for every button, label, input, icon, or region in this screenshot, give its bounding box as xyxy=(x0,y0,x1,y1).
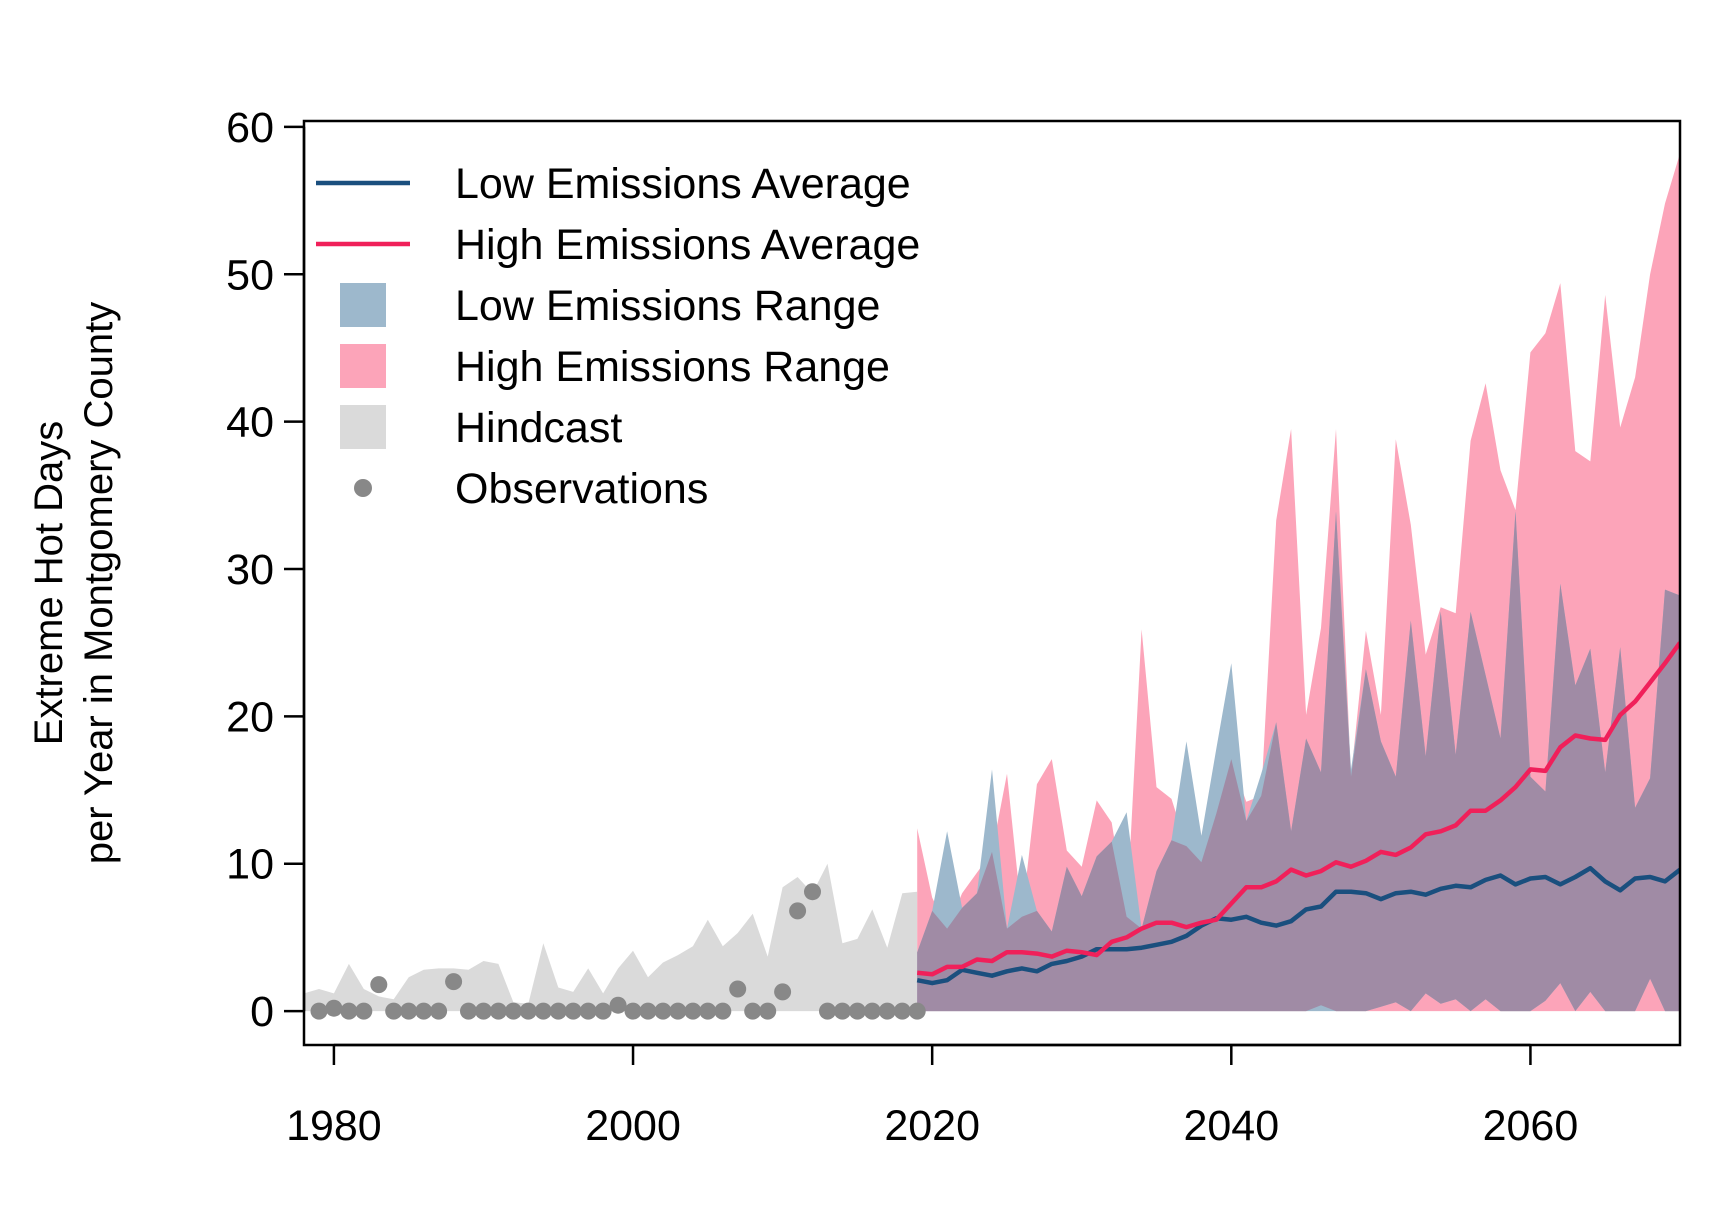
legend-fill-key xyxy=(340,405,386,449)
legend: Low Emissions Average High Emissions Aver… xyxy=(316,160,920,513)
observation-point xyxy=(624,1002,642,1020)
x-tick-label: 2060 xyxy=(1483,1102,1579,1150)
observation-point xyxy=(594,1002,612,1020)
legend-label: Observations xyxy=(455,465,708,513)
legend-label: Low Emissions Range xyxy=(455,282,880,330)
observation-point xyxy=(774,983,792,1001)
x-tick-label: 2000 xyxy=(585,1102,681,1150)
legend-item: Low Emissions Range xyxy=(340,282,880,330)
legend-point-key xyxy=(354,479,372,497)
observation-point xyxy=(863,1002,881,1020)
observation-point xyxy=(878,1002,896,1020)
observation-point xyxy=(579,1002,597,1020)
observation-point xyxy=(654,1002,672,1020)
observation-point xyxy=(340,1002,358,1020)
observation-point xyxy=(475,1002,492,1020)
observation-point xyxy=(370,976,388,994)
observation-point xyxy=(460,1002,477,1020)
range-overlap-area xyxy=(917,511,1680,1012)
legend-item: Hindcast xyxy=(340,404,622,452)
observation-points xyxy=(310,883,926,1020)
observation-point xyxy=(729,980,747,998)
observation-point xyxy=(789,902,807,920)
legend-item: Observations xyxy=(354,465,708,513)
observation-point xyxy=(549,1002,567,1020)
observation-point xyxy=(325,999,343,1017)
observation-point xyxy=(355,1002,373,1020)
y-tick-label: 30 xyxy=(226,546,274,594)
observation-point xyxy=(833,1002,851,1020)
y-axis-title: Extreme Hot Days per Year in Montgomery … xyxy=(27,302,121,865)
observation-point xyxy=(489,1002,507,1020)
observation-point xyxy=(400,1002,418,1020)
average-lines xyxy=(916,641,1680,986)
legend-item: Low Emissions Average xyxy=(316,160,911,208)
observation-point xyxy=(699,1002,717,1020)
observation-point xyxy=(609,996,627,1014)
legend-item: High Emissions Range xyxy=(340,343,890,391)
observation-point xyxy=(848,1002,866,1020)
observation-point xyxy=(893,1002,911,1020)
observation-point xyxy=(564,1002,582,1020)
observation-point xyxy=(639,1002,657,1020)
legend-label: High Emissions Range xyxy=(455,343,890,391)
x-tick-label: 2040 xyxy=(1183,1102,1279,1150)
observation-point xyxy=(759,1002,777,1020)
legend-label: Low Emissions Average xyxy=(455,160,911,208)
observation-point xyxy=(534,1002,552,1020)
y-axis-title-line-2: per Year in Montgomery County xyxy=(77,302,121,865)
observation-point xyxy=(415,1002,433,1020)
observation-point xyxy=(504,1002,522,1020)
y-tick-label: 40 xyxy=(226,399,274,447)
y-axis-title-line-1: Extreme Hot Days xyxy=(27,421,71,746)
low-emissions-average-line xyxy=(916,865,1680,986)
high-emissions-average-line xyxy=(916,641,1680,977)
legend-fill-key xyxy=(340,283,386,327)
observation-point xyxy=(819,1002,836,1020)
x-tick-label: 2020 xyxy=(884,1102,980,1150)
x-tick-label: 1980 xyxy=(286,1102,382,1150)
legend-fill-key xyxy=(340,344,386,388)
observation-point xyxy=(385,1002,403,1020)
legend-label: High Emissions Average xyxy=(455,221,920,269)
axes: 0 10 20 30 40 50 60 1980 2000 2020 2040 2060 xyxy=(226,104,1578,1150)
hindcast-range-area xyxy=(304,863,918,1012)
y-tick-label: 20 xyxy=(226,693,274,741)
observation-point xyxy=(669,1002,687,1020)
observation-point xyxy=(684,1002,702,1020)
observation-point xyxy=(908,1002,926,1020)
observation-point xyxy=(310,1002,328,1020)
observation-point xyxy=(744,1002,762,1020)
y-tick-label: 50 xyxy=(226,251,274,299)
legend-item: High Emissions Average xyxy=(316,221,920,269)
observation-point xyxy=(430,1002,448,1020)
observation-point xyxy=(714,1002,732,1020)
y-tick-label: 10 xyxy=(226,841,274,889)
observation-point xyxy=(804,883,821,901)
observation-point xyxy=(445,973,463,991)
legend-label: Hindcast xyxy=(455,404,622,452)
y-tick-label: 60 xyxy=(226,104,274,152)
observation-point xyxy=(519,1002,537,1020)
y-tick-label: 0 xyxy=(250,988,274,1036)
